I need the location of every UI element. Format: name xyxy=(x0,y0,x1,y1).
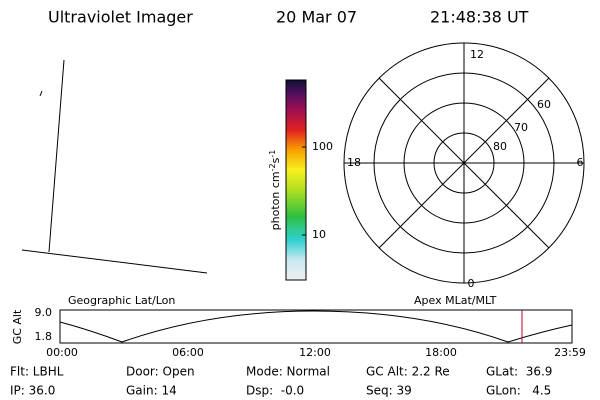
timeline-frame xyxy=(59,309,573,344)
colorbar-label: photon cm-2s-1 xyxy=(268,150,283,231)
time-label: 23:59 xyxy=(554,346,586,359)
colorbar-tick-label: 10 xyxy=(312,228,326,241)
info-field: Door: Open xyxy=(126,365,195,379)
time-label: 18:00 xyxy=(425,346,457,359)
time-label: 00:00 xyxy=(46,346,78,359)
altitude-curve xyxy=(59,310,573,343)
footer: Flt: LBHL Door: Open Mode: Normal GC Alt: 2… xyxy=(10,365,552,398)
info-field: IP: 36.0 xyxy=(10,384,55,398)
mlt-label: 0 xyxy=(468,277,475,290)
time-label: 06:00 xyxy=(172,346,204,359)
colorbar-tick-label: 100 xyxy=(312,140,333,153)
timeline-title: Geographic Lat/Lon xyxy=(68,294,175,307)
polar-grid xyxy=(343,42,585,284)
instrument: Ultraviolet Imager xyxy=(48,8,193,27)
colorbar xyxy=(285,79,307,281)
y-label: 1.8 xyxy=(35,330,53,343)
info-field: Seq: 39 xyxy=(366,384,412,398)
date: 20 Mar 07 xyxy=(276,8,357,27)
info-field: Gain: 14 xyxy=(126,384,177,398)
axis-label: GC Alt xyxy=(11,309,24,344)
lat-label: 60 xyxy=(537,98,551,111)
time-label: 12:00 xyxy=(299,346,331,359)
info-field: GC Alt: 2.2 Re xyxy=(366,365,450,379)
image-panel xyxy=(21,59,208,274)
timeline-title: Apex MLat/MLT xyxy=(414,294,497,307)
lat-label: 80 xyxy=(493,140,507,153)
y-label: 9.0 xyxy=(35,306,53,319)
mlt-label: 18 xyxy=(347,156,361,169)
info-field: Mode: Normal xyxy=(246,365,330,379)
mlt-label: 6 xyxy=(577,156,584,169)
info-field: Flt: LBHL xyxy=(10,365,64,379)
mlt-label: 12 xyxy=(470,48,484,61)
lat-label: 70 xyxy=(514,121,528,134)
time: 21:48:38 UT xyxy=(430,8,529,27)
info-field: GLon: 4.5 xyxy=(486,384,551,398)
info-field: GLat: 36.9 xyxy=(486,365,552,379)
info-field: Dsp: -0.0 xyxy=(246,384,304,398)
